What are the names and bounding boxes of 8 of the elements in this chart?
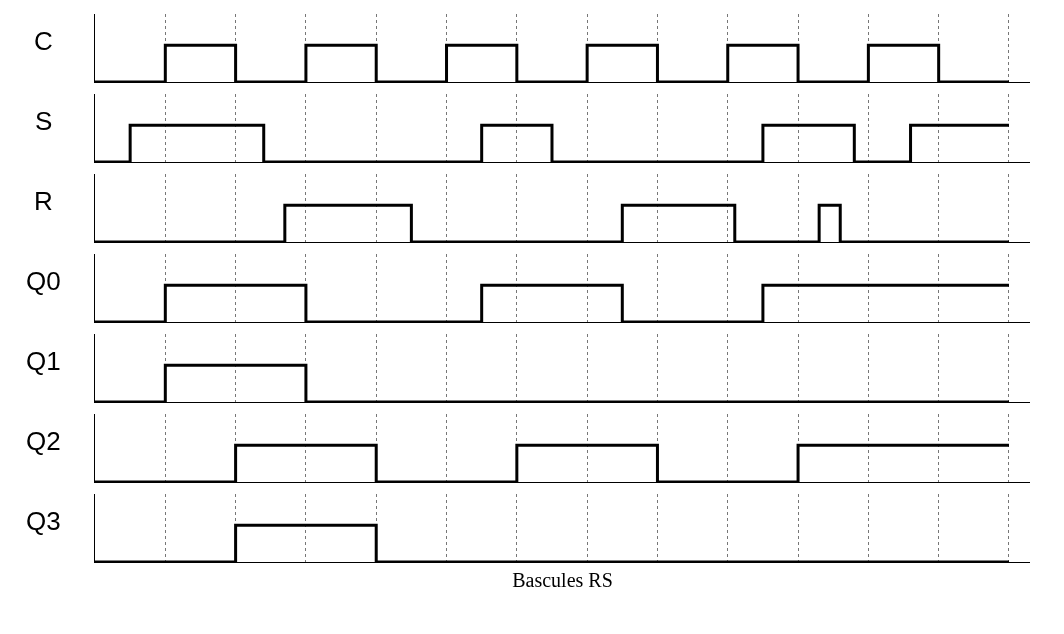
x-axis-title: Bascules RS	[512, 568, 613, 591]
y-axis-title: Q1	[26, 346, 61, 376]
y-axis-title: Q0	[26, 266, 61, 296]
y-axis-title: R	[34, 186, 53, 216]
y-axis-title: C	[34, 26, 53, 56]
y-axis-title: S	[35, 106, 53, 136]
y-axis-title: Q2	[26, 426, 61, 456]
y-axis-title: Q3	[26, 506, 61, 536]
